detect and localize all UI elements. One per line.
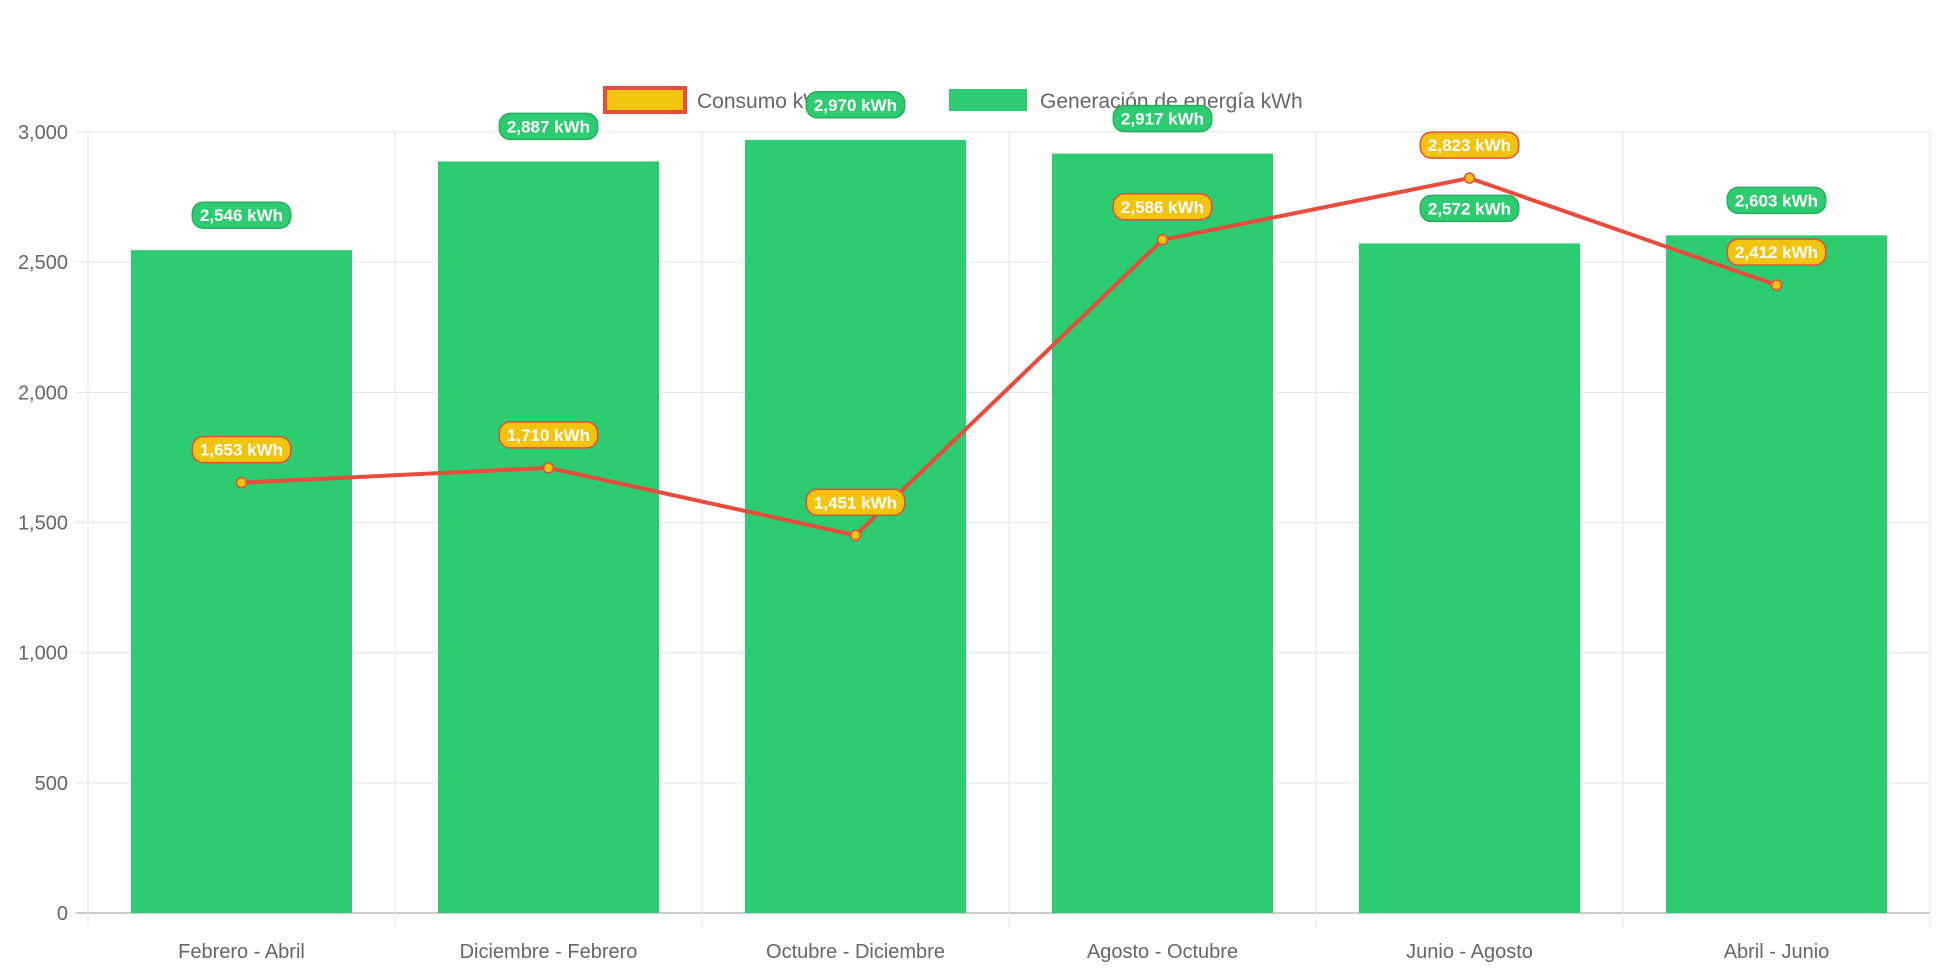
bars [130, 139, 1888, 913]
x-tick-label: Diciembre - Febrero [460, 941, 638, 963]
x-tick-label: Octubre - Diciembre [766, 941, 945, 963]
line-data-label-bg [191, 435, 292, 464]
y-tick-label: 500 [35, 773, 68, 795]
x-tick-label: Agosto - Octubre [1087, 941, 1238, 963]
y-tick-label: 1,500 [18, 513, 68, 535]
legend-label-consumo: Consumo kWh [697, 90, 835, 113]
bar-data-label: 2,970 kWh [814, 96, 897, 115]
line-data-label-bg [1112, 193, 1213, 221]
line-data-label: 1,653 kWh [200, 441, 283, 460]
bar-data-label-bg [1726, 186, 1827, 215]
line-point [1463, 172, 1476, 184]
bar [1665, 235, 1888, 913]
x-tick-label: Febrero - Abril [178, 941, 305, 963]
line-point [235, 476, 248, 489]
y-tick-label: 2,000 [18, 382, 68, 404]
x-tick-label: Abril - Junio [1724, 941, 1830, 963]
bar-data-label-bg [1112, 104, 1213, 133]
y-tick-label: 3,000 [18, 122, 68, 144]
y-tick-label: 0 [57, 903, 68, 925]
bar-data-label: 2,917 kWh [1121, 110, 1204, 129]
line-data-label-bg [1726, 238, 1827, 266]
data-labels: 2,546 kWh 2,887 kWh 2,970 kWh 2,917 kWh 2,57… [191, 91, 1827, 517]
bar-data-label-bg [498, 112, 599, 141]
line-point [1770, 279, 1783, 291]
line-data-label: 2,412 kWh [1735, 243, 1818, 262]
line-data-label-bg [498, 421, 599, 449]
legend-swatch-generacion [949, 89, 1027, 111]
bar [1358, 243, 1581, 913]
bar [744, 139, 967, 913]
bar-data-label-bg [1419, 194, 1520, 223]
bar-data-label-bg [805, 91, 906, 119]
legend-swatch-consumo [603, 86, 687, 114]
line-path [241, 176, 1778, 538]
grid: 0 500 1,000 1,500 2,000 2,500 3,000 Febrero - A… [18, 122, 1931, 963]
y-tick-label: 1,000 [18, 643, 68, 665]
line-data-label: 2,823 kWh [1428, 136, 1511, 155]
line-data-label-bg [805, 488, 906, 517]
line-point [1156, 234, 1169, 246]
bar-data-label-bg [191, 201, 292, 229]
line-data-label: 2,586 kWh [1121, 198, 1204, 217]
bar-data-label: 2,572 kWh [1428, 199, 1511, 218]
legend-label-generacion: Generación de energía kWh [1040, 90, 1303, 113]
x-tick-label: Junio - Agosto [1406, 941, 1533, 963]
bar-data-label: 2,887 kWh [507, 117, 590, 136]
legend[interactable]: Consumo kWh Generación de energía kWh [603, 86, 1303, 114]
bar-data-label: 2,546 kWh [200, 206, 283, 225]
line-data-label-bg [1419, 131, 1520, 159]
line-point [542, 462, 555, 474]
line-data-label: 1,451 kWh [814, 493, 897, 512]
bar-data-label: 2,603 kWh [1735, 191, 1818, 210]
bar [437, 161, 660, 913]
bar [1051, 153, 1274, 913]
line-series [235, 172, 1783, 542]
y-tick-label: 2,500 [18, 252, 68, 274]
bar [130, 250, 353, 913]
line-point [849, 529, 862, 542]
line-data-label: 1,710 kWh [507, 426, 590, 445]
